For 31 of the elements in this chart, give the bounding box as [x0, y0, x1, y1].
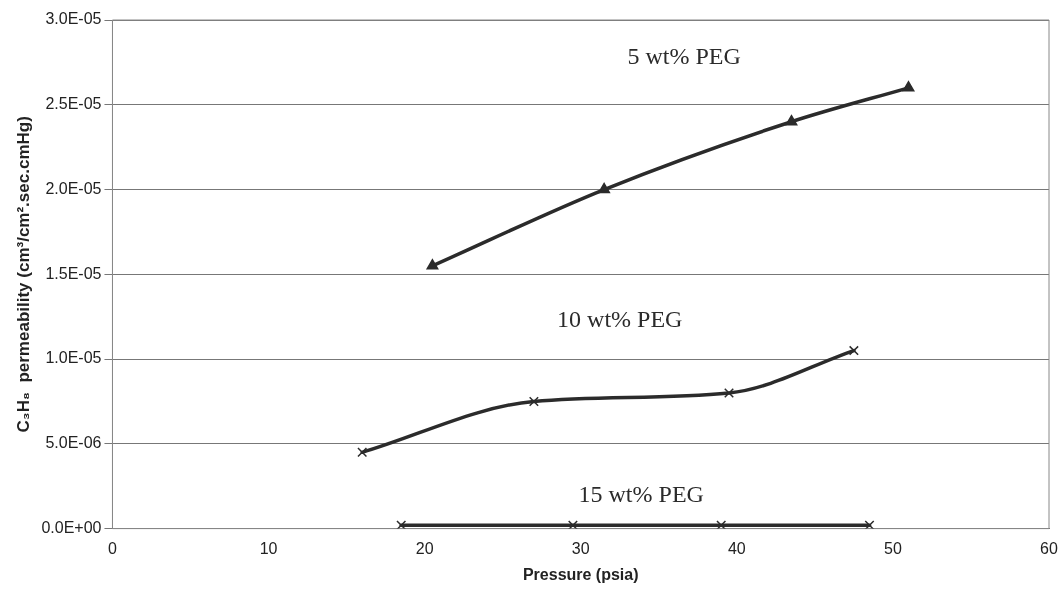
x-tick-label: 10 [259, 539, 278, 557]
y-tick-label: 5.0E-06 [45, 434, 102, 452]
text: 10 wt% PEG [557, 305, 683, 332]
point [902, 81, 915, 92]
x-tick-label: 60 [1040, 539, 1058, 557]
point [426, 259, 439, 270]
point [396, 520, 407, 529]
point [716, 520, 727, 529]
y-tick-label: 1.0E-05 [45, 349, 102, 367]
point [864, 520, 875, 529]
y-tick-label: 1.5E-05 [45, 264, 102, 282]
y-tick-label: 2.5E-05 [45, 95, 102, 113]
point [598, 182, 611, 194]
x-axis-title: Pressure (psia) [522, 565, 639, 583]
point [567, 520, 578, 529]
x-tick-label: 50 [884, 539, 902, 557]
point [848, 345, 859, 356]
y-axis-title: C₃H₈ permeability (cm³/cm².sec.cmHg) [13, 116, 33, 433]
y-tick-label: 2.0E-05 [45, 179, 102, 197]
point [357, 447, 368, 458]
series-label: 15 wt% PEG [578, 480, 704, 507]
point [785, 114, 798, 126]
x-tick-label: 30 [571, 539, 590, 557]
point [724, 387, 735, 398]
x-tick-label: 0 [108, 539, 117, 557]
point [528, 396, 539, 407]
x-tick-label: 40 [727, 539, 746, 557]
text: 5 wt% PEG [627, 43, 741, 70]
y-tick-label: 0.0E+00 [41, 519, 102, 537]
x-tick-label: 20 [415, 539, 434, 557]
y-tick-label: 3.0E-05 [45, 10, 102, 28]
